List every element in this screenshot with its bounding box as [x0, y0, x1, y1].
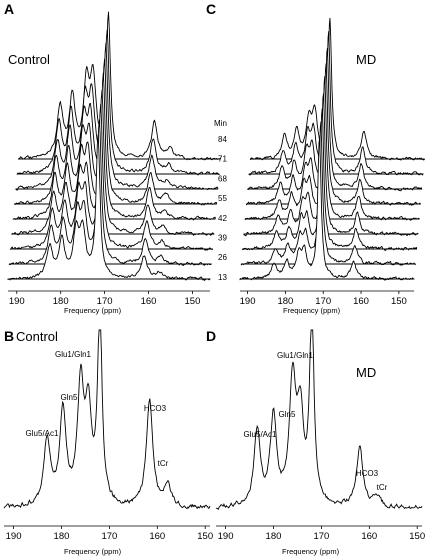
time-header: Min [214, 119, 227, 128]
panel-d-tick-label: 180 [266, 531, 282, 542]
panel-c-trace [249, 17, 425, 161]
panel-b-tick-label: 150 [197, 531, 213, 542]
time-label: 13 [218, 273, 227, 282]
panel-c-tick-label: 160 [353, 296, 369, 307]
panel-b-annotation: Gln5 [61, 393, 78, 402]
panel-d-trace [215, 329, 423, 511]
panel-a-stack: 190 180 170 160 150 [7, 11, 221, 307]
panel-c-trace [242, 108, 418, 251]
panel-a-tick-label: 170 [97, 296, 113, 307]
panel-b-annotation: tCr [158, 459, 169, 468]
panel-label-c: C [206, 1, 216, 17]
time-label: 39 [218, 234, 227, 243]
panel-d-tick-label: 150 [409, 531, 425, 542]
panel-label-b: B [4, 328, 14, 344]
panel-c-trace [248, 31, 424, 176]
panel-c-trace [246, 63, 421, 206]
panel-a-tick-label: 150 [185, 296, 201, 307]
panel-b-tick-label: 170 [101, 531, 117, 542]
x-axis-label-a: Frequency (ppm) [64, 306, 122, 315]
panel-a-trace [10, 103, 214, 251]
condition-label-c: MD [356, 52, 376, 67]
panel-b-trace [3, 329, 211, 510]
panel-d-tick-label: 160 [361, 531, 377, 542]
panel-a-trace [12, 72, 216, 221]
panel-b-annotation: Glu1/Gln1 [55, 350, 92, 359]
time-labels: 84 71 68 55 42 39 26 13 [218, 135, 227, 282]
panel-a-trace [8, 119, 212, 266]
time-label: 26 [218, 253, 227, 262]
panel-a-trace [7, 134, 211, 281]
panel-a-trace [14, 58, 217, 206]
panel-b-annotation: Glu5/Ac1 [26, 429, 59, 438]
panel-b-tick-label: 190 [6, 531, 22, 542]
panel-a-tick-label: 190 [9, 296, 25, 307]
panel-d-tick-label: 190 [218, 531, 234, 542]
panel-a-tick-label: 160 [141, 296, 157, 307]
panel-d-annotation: Glu5/Ac1 [244, 430, 277, 439]
panel-c-trace [240, 121, 416, 266]
panel-c-stack: 190 180 170 160 150 [239, 17, 425, 307]
panel-b-tick-label: 180 [54, 531, 70, 542]
condition-label-b: Control [16, 329, 58, 344]
panel-label-d: D [206, 328, 216, 344]
panel-c-tick-label: 180 [277, 296, 293, 307]
panel-d-annotation: HCO3 [356, 469, 379, 478]
time-label: 42 [218, 214, 227, 223]
panel-b-tick-label: 160 [149, 531, 165, 542]
panel-c-tick-label: 150 [391, 296, 407, 307]
panel-c-tick-label: 170 [315, 296, 331, 307]
panel-a-trace [15, 42, 219, 191]
condition-label-d: MD [356, 365, 376, 380]
time-label: 55 [218, 194, 227, 203]
panel-a-trace [11, 89, 215, 236]
panel-d-annotation: Gln5 [279, 410, 296, 419]
panel-d-tick-label: 170 [313, 531, 329, 542]
x-axis-label-c: Frequency (ppm) [283, 306, 341, 315]
panel-c-trace [243, 93, 419, 237]
x-axis-label-b: Frequency (ppm) [64, 547, 122, 556]
panel-c-trace [239, 138, 415, 281]
panel-a-trace [17, 11, 221, 161]
condition-label-a: Control [8, 52, 50, 67]
panel-c-trace [247, 47, 423, 192]
panel-c-tick-label: 190 [240, 296, 256, 307]
panel-b-spectrum: 190 180 170 160 150 Glu1/Gln1 Gln5 Glu5/Ac1 HCO3… [3, 329, 213, 542]
panel-d-annotation: Glu1/Gln1 [277, 351, 314, 360]
panel-b-annotation: HCO3 [144, 404, 167, 413]
x-axis-label-d: Frequency (ppm) [282, 547, 340, 556]
panel-d-annotation: tCr [377, 483, 388, 492]
panel-d-spectrum: 190 180 170 160 150 Glu1/Gln1 Gln5 Glu5/Ac1 HCO3… [215, 329, 425, 542]
panel-label-a: A [4, 1, 14, 17]
time-label: 68 [218, 174, 227, 183]
time-label: 84 [218, 135, 227, 144]
panel-a-tick-label: 180 [53, 296, 69, 307]
time-label: 71 [218, 155, 227, 164]
panel-c-trace [244, 75, 420, 221]
